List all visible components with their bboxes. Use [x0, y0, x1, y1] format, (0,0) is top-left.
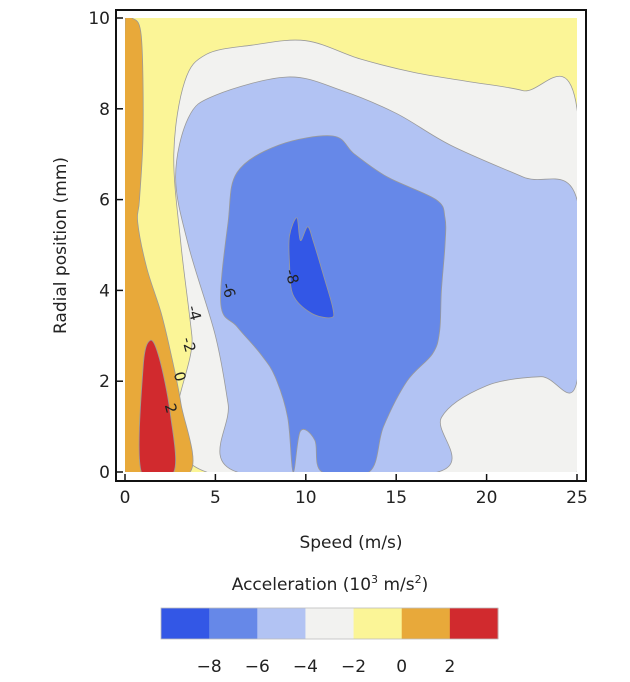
x-tick-label: 0: [120, 488, 131, 508]
colorbar-frame: [160, 607, 499, 640]
contour-region-0: [125, 18, 194, 472]
x-tick-label: 20: [476, 488, 498, 508]
colorbar: −8 −6 −4 −2 0 2: [160, 607, 499, 677]
x-tick-label: 15: [385, 488, 407, 508]
x-tick-label: 25: [566, 488, 588, 508]
contour-region-2: [138, 339, 176, 472]
y-axis: 0 2 4 6 8 10: [88, 9, 123, 483]
x-axis-label: Speed (m/s): [299, 533, 402, 553]
colorbar-swatch: [401, 608, 451, 639]
colorbar-tick-label: 2: [444, 657, 455, 677]
x-axis: 0 5 10 15 20 25: [120, 474, 588, 508]
plot-frame: [115, 9, 587, 482]
contour-label: 2: [161, 401, 181, 415]
contour-region-neg8: [288, 217, 335, 319]
y-tick-label: 8: [99, 100, 110, 120]
colorbar-title: Acceleration (103 m/s2): [232, 573, 429, 595]
colorbar-swatch: [449, 608, 499, 639]
x-tick-label: 10: [295, 488, 317, 508]
contour-label: 0: [170, 370, 190, 384]
contour-label: -8: [281, 267, 302, 286]
colorbar-swatch: [161, 608, 210, 639]
x-tick-label: 5: [210, 488, 221, 508]
y-tick-label: 2: [99, 372, 110, 392]
contour-label: -2: [178, 335, 199, 354]
contour-labels: -8 -6 -4 -2 0 2: [161, 267, 303, 415]
colorbar-tick-label: −8: [197, 657, 222, 677]
colorbar-tick-label: −6: [245, 657, 270, 677]
y-tick-label: 6: [99, 191, 110, 211]
colorbar-tick-label: −2: [341, 657, 366, 677]
y-tick-label: 0: [99, 463, 110, 483]
contour-region-neg6: [220, 135, 447, 472]
colorbar-swatch: [257, 608, 306, 639]
y-tick-label: 10: [88, 9, 110, 29]
contour-label: -6: [218, 281, 239, 300]
colorbar-tick-label: −4: [293, 657, 318, 677]
y-tick-label: 4: [99, 281, 110, 301]
colorbar-swatch: [353, 608, 403, 639]
contour-regions: [125, 18, 577, 472]
colorbar-swatch: [209, 608, 258, 639]
colorbar-tick-label: 0: [396, 657, 407, 677]
colorbar-swatch: [305, 608, 355, 639]
y-axis-label: Radial position (mm): [51, 157, 71, 334]
contour-label: -4: [184, 303, 205, 322]
